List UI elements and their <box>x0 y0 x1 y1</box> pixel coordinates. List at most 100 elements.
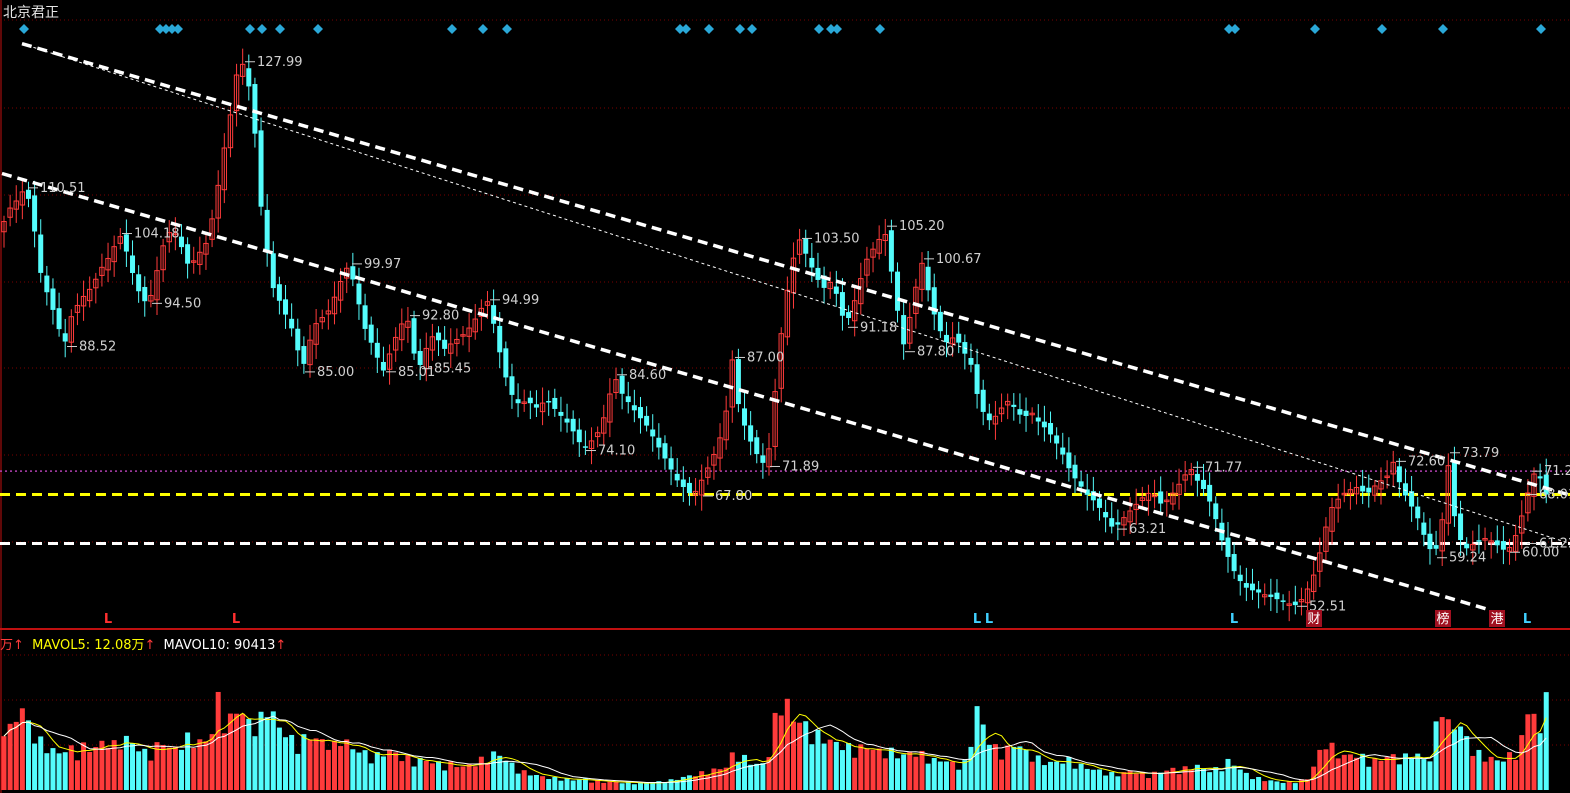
mavol10-label: MAVOL10: <box>163 638 230 653</box>
volume-bar <box>509 762 515 790</box>
candle-body <box>1060 447 1066 455</box>
volume-bar <box>1170 767 1176 790</box>
volume-bar <box>1176 774 1182 790</box>
volume-bar <box>735 761 741 790</box>
volume-bar <box>460 766 466 790</box>
volume-bar <box>466 764 472 790</box>
candle-body <box>1164 499 1170 503</box>
candle-body <box>1329 506 1335 532</box>
candle-body <box>1194 473 1200 481</box>
volume-bar <box>405 755 411 790</box>
bottom-marker-label: L <box>104 612 112 627</box>
volume-bar <box>888 747 894 790</box>
candle-body <box>270 253 276 289</box>
candle-body <box>742 408 748 426</box>
volume-bar <box>276 727 282 790</box>
bottom-marker-badge <box>1306 610 1322 627</box>
candle-body <box>148 294 154 302</box>
candle-body <box>295 328 301 351</box>
candle-body <box>839 292 845 316</box>
volume-bar <box>1409 758 1415 790</box>
volume-bar <box>803 721 809 790</box>
volume-bar <box>264 717 270 790</box>
volume-bar <box>1182 766 1188 790</box>
candle-body <box>625 396 631 403</box>
volume-bar <box>301 734 307 790</box>
volume-bar <box>1543 692 1549 790</box>
volume-bar <box>992 744 998 790</box>
candle-body <box>619 375 625 394</box>
candle-body <box>1427 533 1433 550</box>
candle-body <box>1084 489 1090 495</box>
candle-body <box>723 410 729 441</box>
volume-bar <box>25 720 31 790</box>
price-label: 105.20 <box>899 219 945 234</box>
volume-bar <box>999 759 1005 790</box>
event-diamond-icon <box>747 24 757 34</box>
volume-bar <box>699 771 705 790</box>
volume-bar <box>1005 745 1011 790</box>
candle-body <box>1127 510 1133 523</box>
candle-body <box>350 266 356 280</box>
volume-bar <box>1115 776 1121 790</box>
volume-bar <box>931 757 937 790</box>
candle-body <box>1170 492 1176 505</box>
volume-bar <box>1268 780 1274 790</box>
event-diamond-icon <box>1230 24 1240 34</box>
candle-body <box>1458 513 1464 541</box>
volume-bar <box>1274 781 1280 790</box>
candle-body <box>1096 498 1102 508</box>
volume-bar <box>1341 754 1347 790</box>
volume-bar <box>680 776 686 790</box>
event-diamond-icon <box>704 24 714 34</box>
candle-body <box>1268 594 1274 597</box>
bottom-marker-label: L <box>973 612 981 627</box>
volume-bar <box>705 775 711 790</box>
volume-bar <box>1262 781 1268 790</box>
price-label: 71.89 <box>782 459 819 474</box>
volume-bar <box>503 760 509 790</box>
candle-body <box>99 266 105 276</box>
candle-body <box>1256 589 1262 593</box>
candle-body <box>1298 599 1305 603</box>
volume-bar <box>1090 769 1096 790</box>
candle-body <box>674 473 680 481</box>
bottom-marker-label: L <box>232 612 240 627</box>
candle-body <box>1323 526 1329 552</box>
volume-bar <box>858 744 864 790</box>
candle-body <box>1004 400 1011 406</box>
candle-body <box>130 255 136 273</box>
volume-bar <box>864 748 870 790</box>
event-diamond-icon <box>19 24 29 34</box>
volume-bar <box>1 736 7 790</box>
candle-body <box>233 74 240 112</box>
candle-body <box>1041 421 1047 428</box>
candle-body <box>337 281 344 301</box>
candle-body <box>1023 410 1029 416</box>
candle-body <box>1121 517 1127 526</box>
volume-bar <box>1017 746 1023 790</box>
volume-bar <box>668 779 674 790</box>
volume-bar <box>1048 761 1054 790</box>
volume-bar <box>1103 775 1109 790</box>
volume-bar <box>234 713 240 790</box>
volume-bar <box>1482 761 1488 790</box>
volume-bar <box>160 745 166 790</box>
volume-bar <box>760 763 766 790</box>
volume-bar <box>778 715 784 790</box>
volume-bar <box>356 752 362 790</box>
horizontal-lines <box>0 470 1570 545</box>
volume-bar <box>1158 772 1164 790</box>
volume-bar <box>417 757 423 790</box>
price-label: 67.80 <box>715 489 752 504</box>
mavol5-label: MAVOL5: <box>32 638 91 653</box>
volume-bar <box>717 769 723 790</box>
event-diamonds <box>19 24 1546 34</box>
candle-body <box>1488 540 1494 544</box>
candle-body <box>221 147 228 191</box>
volume-bar <box>570 780 576 790</box>
candle-body <box>1353 486 1360 495</box>
volume-bar <box>1286 780 1292 790</box>
candle-body <box>380 361 386 371</box>
